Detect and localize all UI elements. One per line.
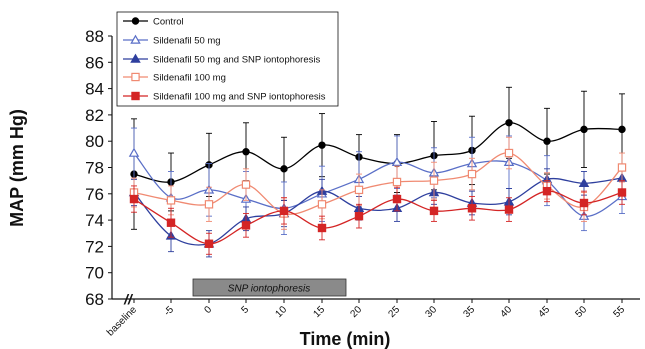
data-point	[505, 119, 513, 127]
series-5	[129, 180, 627, 255]
data-point	[392, 177, 402, 187]
x-tick-label: 25	[386, 304, 402, 320]
x-tick-label: 10	[273, 304, 289, 320]
y-tick-label: 82	[85, 106, 104, 125]
legend-label: Control	[153, 17, 184, 28]
data-point	[617, 188, 627, 197]
data-point	[504, 205, 514, 214]
series-line	[133, 122, 623, 183]
snp-iontophoresis-label: SNP iontophoresis	[228, 284, 310, 295]
x-tick-label: 35	[461, 304, 477, 320]
x-tick-label: 0	[202, 304, 214, 316]
x-tick-label: 20	[348, 304, 364, 320]
data-point	[204, 239, 214, 248]
y-tick-label: 80	[85, 132, 104, 151]
data-point	[354, 211, 364, 221]
x-tick-label: 55	[611, 304, 627, 320]
data-point	[128, 147, 140, 157]
y-tick-label: 78	[85, 159, 104, 178]
data-point	[317, 223, 327, 233]
legend-marker	[131, 17, 140, 25]
data-point	[579, 198, 589, 208]
snp-iontophoresis-bar	[192, 278, 347, 297]
y-axis-title: MAP (mm Hg)	[7, 109, 27, 227]
data-point	[279, 206, 289, 216]
legend: Control Sildenafil 50 mg Sildenafil 50 mg …	[116, 11, 339, 107]
data-point	[542, 186, 552, 196]
data-point	[129, 194, 139, 204]
data-point	[578, 177, 590, 188]
data-point	[354, 185, 364, 195]
data-point	[242, 148, 250, 156]
x-tick-label: 30	[423, 304, 439, 320]
y-ticks: 68 70 72 74 76 78 80 82 84 86 88	[85, 27, 112, 309]
legend-marker	[130, 34, 141, 44]
x-axis-title: Time (min)	[300, 329, 391, 349]
x-tick-label: 45	[536, 304, 552, 320]
legend-marker	[130, 53, 141, 63]
data-point	[241, 221, 251, 230]
y-tick-label: 86	[85, 53, 104, 72]
data-point	[318, 141, 326, 149]
legend-marker	[131, 91, 140, 101]
data-point	[467, 169, 477, 179]
x-tick-label: 15	[311, 304, 327, 320]
data-point	[504, 148, 514, 158]
y-tick-label: 84	[85, 80, 104, 99]
data-point	[241, 180, 251, 189]
data-point	[204, 200, 214, 209]
x-tick-label: 50	[573, 304, 589, 320]
data-point	[467, 204, 477, 213]
data-point	[543, 137, 551, 145]
legend-item: Sildenafil 50 mg and SNP iontophoresis	[123, 53, 320, 66]
data-point	[166, 218, 176, 227]
legend-label: Sildenafil 50 mg	[153, 36, 221, 47]
data-point	[580, 125, 588, 134]
legend-item: Control	[123, 17, 184, 28]
series	[128, 86, 628, 258]
legend-item: Sildenafil 50 mg	[123, 34, 221, 47]
legend-marker	[131, 72, 140, 82]
legend-item: Sildenafil 100 mg	[123, 73, 226, 84]
y-tick-label: 68	[85, 290, 104, 309]
legend-label: Sildenafil 100 mg	[153, 73, 226, 84]
y-tick-label: 74	[85, 211, 104, 230]
data-point	[429, 206, 439, 216]
data-point	[618, 125, 626, 134]
y-tick-label: 72	[85, 237, 104, 256]
data-point	[280, 165, 288, 173]
y-tick-label: 88	[85, 27, 104, 46]
y-tick-label: 70	[85, 264, 104, 283]
axis-break-mark: //	[123, 291, 134, 307]
legend-item: Sildenafil 100 mg and SNP iontophoresis	[123, 92, 326, 103]
legend-label: Sildenafil 100 mg and SNP iontophoresis	[153, 92, 326, 103]
x-tick-label: 40	[498, 304, 514, 320]
x-tick-label: 5	[239, 304, 251, 316]
x-tick-label: baseline	[105, 304, 139, 338]
data-point	[166, 196, 176, 205]
legend-label: Sildenafil 50 mg and SNP iontophoresis	[153, 55, 320, 66]
y-tick-label: 76	[85, 185, 104, 204]
data-point	[391, 156, 403, 166]
data-point	[317, 200, 327, 209]
x-tick-label: -5	[162, 304, 176, 318]
data-point	[392, 194, 402, 204]
legend-box	[116, 11, 339, 107]
data-point	[429, 176, 439, 185]
data-point	[617, 163, 627, 172]
series-2	[128, 127, 628, 236]
